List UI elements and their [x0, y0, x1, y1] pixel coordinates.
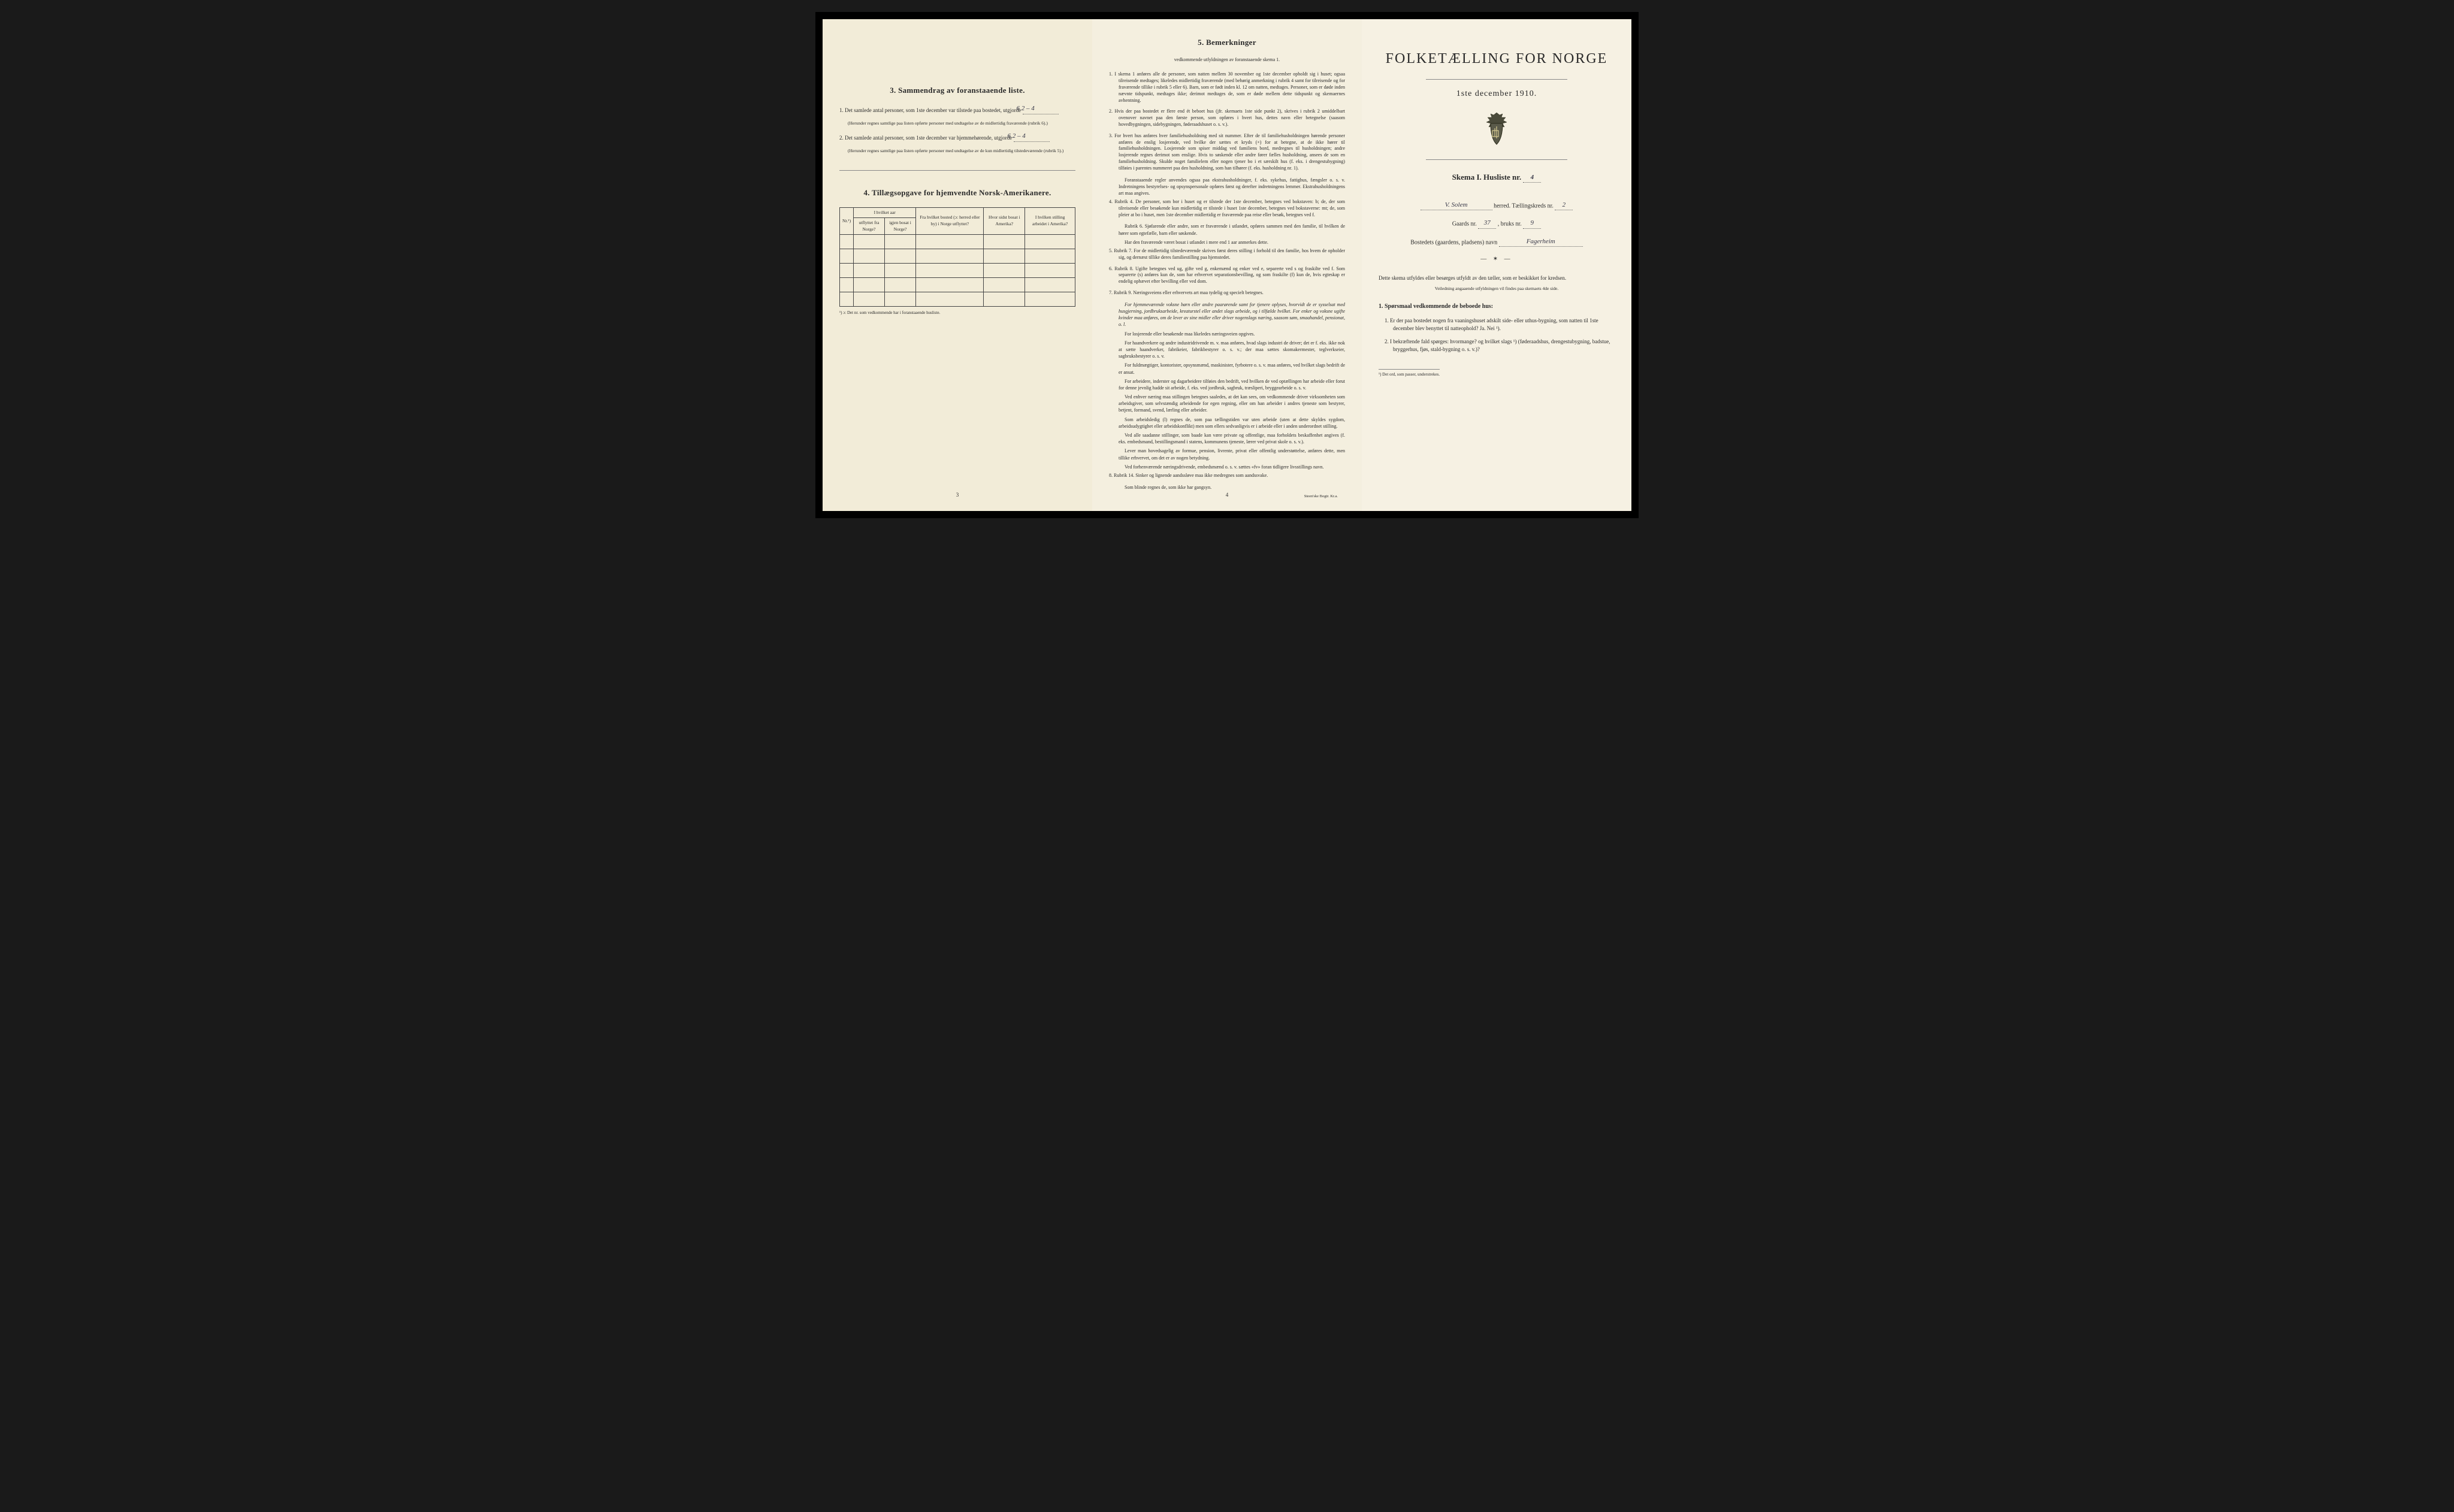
table-row[interactable]	[840, 278, 1075, 292]
remark-7-sub-0: For hjemmeværende voksne børn eller andr…	[1109, 301, 1345, 328]
kreds-value[interactable]: 2	[1555, 201, 1573, 210]
page-4-remarks: 5. Bemerkninger vedkommende utfyldningen…	[1092, 19, 1362, 511]
skema-line: Skema I. Husliste nr. 4	[1379, 172, 1615, 183]
col-emigrated: utflyttet fra Norge?	[854, 218, 885, 235]
remark-7-sub-9: Ved forhenværende næringsdrivende, embed…	[1109, 464, 1345, 470]
question-1: 1. Er der paa bostedet nogen fra vaaning…	[1379, 317, 1615, 332]
question-2: 2. I bekræftende fald spørges: hvormange…	[1379, 338, 1615, 353]
bruks-label: , bruks nr.	[1498, 221, 1522, 228]
table-footnote: ¹) ɔ: Det nr. som vedkommende har i fora…	[839, 310, 1075, 316]
ornament-icon: — ✶ —	[1379, 255, 1615, 264]
herred-label: herred. Tællingskreds nr.	[1494, 202, 1554, 209]
page-1-title: FOLKETÆLLING FOR NORGE 1ste december 191…	[1362, 19, 1631, 511]
col-position: I hvilken stilling arbeidet i Amerika?	[1025, 207, 1075, 235]
remark-5: 5. Rubrik 7. For de midlertidig tilstede…	[1109, 248, 1345, 261]
bruks-value[interactable]: 9	[1523, 219, 1541, 228]
section-5-subtitle: vedkommende utfyldningen av foranstaaend…	[1109, 56, 1345, 63]
table-row[interactable]	[840, 292, 1075, 307]
remark-4-sub1: Rubrik 6. Sjøfarende eller andre, som er…	[1109, 223, 1345, 236]
item-1: 1. Det samlede antal personer, som 1ste …	[839, 104, 1075, 114]
section-3-title: 3. Sammendrag av foranstaaende liste.	[839, 85, 1075, 96]
table-row[interactable]	[840, 264, 1075, 278]
remark-1: 1. I skema 1 anføres alle de personer, s…	[1109, 71, 1345, 104]
emigrant-table: Nr.¹) I hvilket aar Fra hvilket bosted (…	[839, 207, 1075, 307]
skema-label: Skema I. Husliste nr.	[1452, 173, 1521, 182]
bosted-label: Bostedets (gaardens, pladsens) navn	[1410, 239, 1497, 246]
gaards-label: Gaards nr.	[1452, 221, 1477, 228]
bosted-value[interactable]: Fagerheim	[1499, 237, 1583, 247]
instruction-sub: Veiledning angaaende utfyldningen vil fi…	[1379, 286, 1615, 292]
herred-line: V. Solem herred. Tællingskreds nr. 2	[1379, 201, 1615, 210]
instruction-text: Dette skema utfyldes eller besørges utfy…	[1379, 274, 1615, 282]
bosted-line: Bostedets (gaardens, pladsens) navn Fage…	[1379, 237, 1615, 247]
gaards-line: Gaards nr. 37 , bruks nr. 9	[1379, 219, 1615, 228]
remark-7-sub-8: Lever man hovedsagelig av formue, pensio…	[1109, 447, 1345, 461]
item-2: 2. Det samlede antal personer, som 1ste …	[839, 132, 1075, 141]
page-3-summary: 3. Sammendrag av foranstaaende liste. 1.…	[823, 19, 1092, 511]
col-from: Fra hvilket bosted (ɔ: herred eller by) …	[916, 207, 984, 235]
remark-7-sub-7: Ved alle saadanne stillinger, som baade …	[1109, 432, 1345, 445]
remark-8: 8. Rubrik 14. Sinker og lignende aandssl…	[1109, 473, 1345, 479]
remark-7-sub-2: For haandverkere og andre industridriven…	[1109, 340, 1345, 360]
section-5-title: 5. Bemerkninger	[1109, 37, 1345, 48]
husliste-nr[interactable]: 4	[1523, 173, 1541, 183]
footnote: ¹) Det ord, som passer, understrekes.	[1379, 369, 1440, 378]
col-returned: igjen bosat i Norge?	[884, 218, 915, 235]
remark-2: 2. Hvis der paa bostedet er flere end ét…	[1109, 108, 1345, 128]
remark-7-sub-4: For arbeidere, inderster og dagarbeidere…	[1109, 378, 1345, 391]
herred-value[interactable]: V. Solem	[1421, 201, 1492, 210]
section-4-title: 4. Tillægsopgave for hjemvendte Norsk-Am…	[839, 188, 1075, 198]
census-date: 1ste december 1910.	[1379, 88, 1615, 100]
page-number: 4	[1226, 491, 1229, 499]
remark-6: 6. Rubrik 8. Ugifte betegnes ved ug, gif…	[1109, 266, 1345, 285]
census-document: 3. Sammendrag av foranstaaende liste. 1.…	[815, 12, 1639, 518]
remark-7-sub-6: Som arbeidsledig (l) regnes de, som paa …	[1109, 416, 1345, 430]
item-2-note: (Herunder regnes samtlige paa listen opf…	[839, 148, 1075, 154]
col-nr: Nr.¹)	[840, 207, 854, 235]
col-where: Hvor sidst bosat i Amerika?	[984, 207, 1025, 235]
remark-7-sub-1: For losjerende eller besøkende maa likel…	[1109, 331, 1345, 337]
remark-3: 3. For hvert hus anføres hver familiehus…	[1109, 133, 1345, 172]
table-row[interactable]	[840, 235, 1075, 249]
item-2-text: 2. Det samlede antal personer, som 1ste …	[839, 135, 1012, 141]
item-1-text: 1. Det samlede antal personer, som 1ste …	[839, 107, 1021, 113]
coat-of-arms-icon	[1379, 111, 1615, 150]
remark-3-sub: Foranstaaende regler anvendes ogsaa paa …	[1109, 177, 1345, 197]
table-row[interactable]	[840, 249, 1075, 264]
item-1-note: (Herunder regnes samtlige paa listen opf…	[839, 120, 1075, 126]
main-title: FOLKETÆLLING FOR NORGE	[1379, 49, 1615, 69]
question-heading: 1. Spørsmaal vedkommende de beboede hus:	[1379, 303, 1615, 311]
gaards-value[interactable]: 37	[1478, 219, 1496, 228]
page-number: 3	[956, 491, 959, 499]
item-2-value[interactable]: 6 2 – 4	[1014, 132, 1050, 141]
printer-mark: Steen'ske Bogtr. Kr.a.	[1304, 494, 1338, 499]
item-1-value[interactable]: 6 2 – 4	[1023, 104, 1059, 114]
remark-7: 7. Rubrik 9. Næringsveiens eller erhverv…	[1109, 290, 1345, 297]
remark-4-sub2: Har den fraværende været bosat i utlande…	[1109, 239, 1345, 246]
remark-8-sub: Som blinde regnes de, som ikke har gangs…	[1109, 484, 1345, 491]
remark-7-sub-3: For fuldmægtiger, kontorister, opsynsmæn…	[1109, 362, 1345, 375]
col-year-group: I hvilket aar	[854, 207, 916, 218]
remark-7-sub-5: Ved enhver næring maa stillingen betegne…	[1109, 394, 1345, 414]
remark-4: 4. Rubrik 4. De personer, som bor i huse…	[1109, 199, 1345, 218]
